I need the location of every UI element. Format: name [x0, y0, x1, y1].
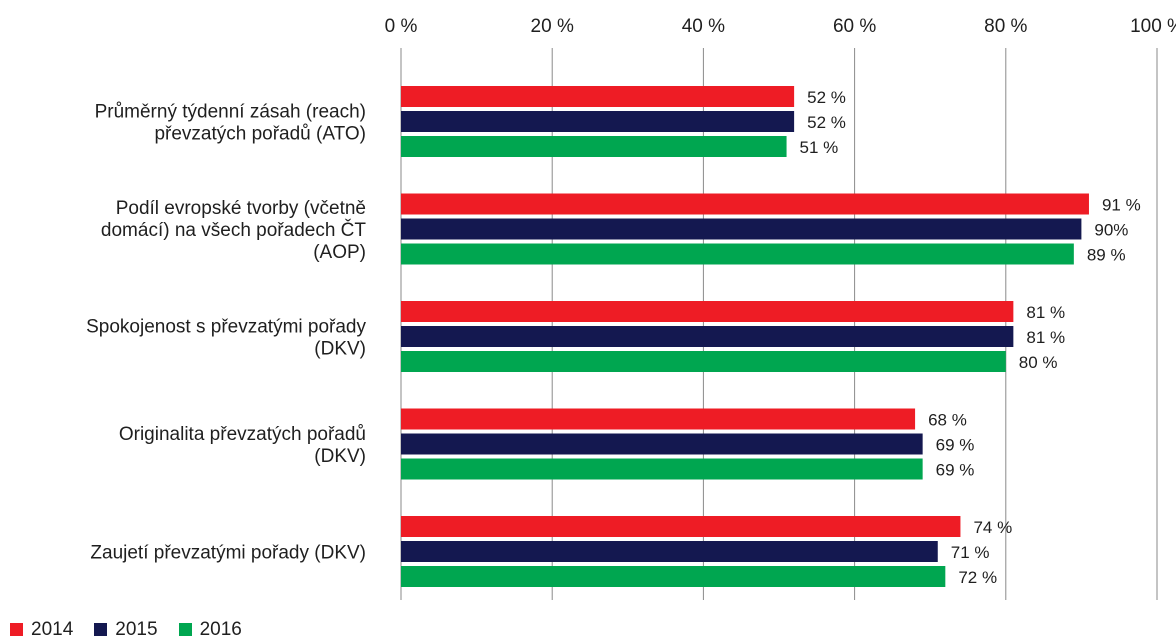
category-label: Průměrný týdenní zásah (reach): [95, 102, 366, 123]
bar-2015: [401, 433, 923, 455]
bar-2014: [401, 516, 961, 537]
data-label: 69 %: [936, 461, 975, 480]
x-tick-label: 20 %: [531, 16, 574, 37]
data-label: 81 %: [1026, 328, 1065, 347]
bar-2014: [401, 301, 1014, 322]
data-label: 89 %: [1087, 246, 1126, 265]
legend-swatch-2014: [10, 623, 23, 636]
legend-item-2015: 2015: [94, 619, 158, 640]
legend: 2014 2015 2016: [10, 620, 263, 639]
category-labels: Průměrný týdenní zásah (reach)převzatých…: [86, 102, 366, 564]
bar-2016: [401, 243, 1074, 265]
category-label: Originalita převzatých pořadů: [119, 424, 366, 445]
bars: [401, 86, 1089, 587]
data-label: 71 %: [951, 543, 990, 562]
data-label: 52 %: [807, 113, 846, 132]
legend-item-2016: 2016: [178, 619, 242, 640]
category-label: (DKV): [314, 446, 366, 467]
x-axis-ticks: 0 % 20 % 40 % 60 % 80 % 100 %: [385, 16, 1176, 37]
data-label: 69 %: [936, 436, 975, 455]
data-label: 72 %: [958, 568, 997, 587]
bar-2014: [401, 408, 916, 430]
bar-2015: [401, 218, 1082, 240]
bar-2015: [401, 326, 1014, 347]
data-label: 74 %: [973, 518, 1012, 537]
bar-2016: [401, 351, 1006, 372]
data-label: 68 %: [928, 411, 967, 430]
x-tick-label: 80 %: [984, 16, 1027, 37]
category-label: domácí) na všech pořadech ČT: [101, 219, 366, 241]
bar-2014: [401, 193, 1089, 215]
legend-swatch-2015: [94, 623, 108, 636]
legend-label: 2016: [199, 619, 242, 640]
x-tick-label: 40 %: [682, 16, 725, 37]
x-tick-label: 60 %: [833, 16, 876, 37]
category-label: (AOP): [313, 242, 366, 263]
category-label: převzatých pořadů (ATO): [154, 124, 366, 145]
data-label: 80 %: [1019, 353, 1058, 372]
category-label: Podíl evropské tvorby (včetně: [116, 198, 366, 219]
bar-2016: [401, 136, 787, 157]
legend-label: 2015: [115, 619, 158, 640]
legend-item-2014: 2014: [10, 620, 73, 639]
category-label: (DKV): [314, 339, 366, 360]
data-label: 90%: [1094, 221, 1128, 240]
x-tick-label: 100 %: [1130, 16, 1176, 37]
legend-swatch-2016: [178, 623, 192, 636]
data-label: 81 %: [1026, 303, 1065, 322]
category-label: Spokojenost s převzatými pořady: [86, 317, 366, 338]
bar-2014: [401, 86, 795, 107]
data-label: 51 %: [800, 138, 839, 157]
data-label: 52 %: [807, 88, 846, 107]
bar-2016: [401, 458, 923, 480]
legend-label: 2014: [31, 619, 74, 640]
bar-2015: [401, 111, 795, 132]
data-labels: 52 % 52 % 51 % 91 % 90% 89 % 81 % 81 % 80 % 68 % 6…: [800, 88, 1141, 587]
x-tick-label: 0 %: [385, 16, 418, 37]
bar-2015: [401, 541, 938, 562]
data-label: 91 %: [1102, 196, 1141, 215]
bar-2016: [401, 566, 946, 587]
category-label: Zaujetí převzatými pořady (DKV): [90, 543, 366, 564]
